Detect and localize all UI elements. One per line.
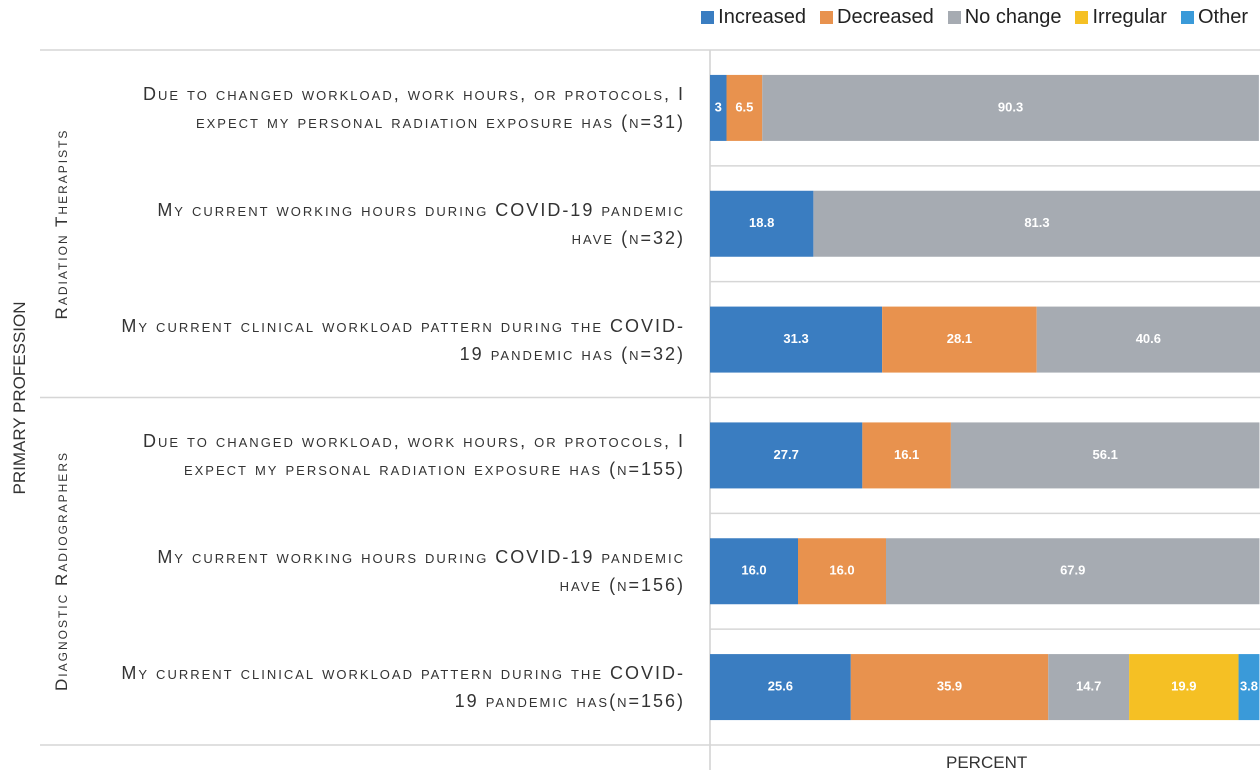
y-tick-label: My current working hours during COVID-19… bbox=[157, 199, 685, 248]
bar-segment bbox=[710, 74, 727, 141]
data-label: 16.0 bbox=[741, 563, 766, 578]
bar-segment bbox=[886, 538, 1260, 605]
y-axis-label: PRIMARY PROFESSION bbox=[10, 301, 29, 495]
data-label: 56.1 bbox=[1093, 447, 1118, 462]
y-tick-label: My current clinical workload pattern dur… bbox=[121, 315, 685, 364]
legend-label: No change bbox=[964, 6, 1062, 28]
bar-segment bbox=[1048, 654, 1130, 721]
bar-segment bbox=[1036, 306, 1260, 373]
bar-segment bbox=[1129, 654, 1239, 721]
legend-item: Decreased bbox=[820, 6, 934, 29]
legend-item: Increased bbox=[701, 6, 806, 29]
data-label: 16.0 bbox=[829, 563, 854, 578]
data-label: 3.8 bbox=[1240, 679, 1258, 694]
data-label: 31.3 bbox=[783, 331, 808, 346]
bar-segment bbox=[710, 422, 863, 489]
y-tick-label: Due to changed workload, work hours, or … bbox=[142, 83, 685, 132]
legend-label: Decreased bbox=[837, 6, 934, 28]
legend-label: Irregular bbox=[1092, 6, 1167, 28]
legend-item: Other bbox=[1180, 6, 1248, 29]
data-label: 6.5 bbox=[735, 99, 753, 114]
data-label: 19.9 bbox=[1171, 679, 1196, 694]
y-tick-label: Due to changed workload, work hours, or … bbox=[142, 431, 685, 480]
bar-segment bbox=[710, 654, 851, 721]
data-label: 67.9 bbox=[1060, 563, 1085, 578]
legend-swatch bbox=[1180, 11, 1194, 24]
data-label: 3 bbox=[715, 99, 722, 114]
group-label: Radiation Therapists bbox=[52, 128, 71, 320]
bar-segment bbox=[882, 306, 1037, 373]
bar-segment bbox=[726, 74, 763, 141]
legend-swatch bbox=[1075, 11, 1089, 24]
bar-segment bbox=[950, 422, 1260, 489]
bar-segment bbox=[1238, 654, 1260, 721]
bar-segment bbox=[862, 422, 951, 489]
legend-label: Other bbox=[1197, 6, 1248, 28]
legend-label: Increased bbox=[718, 6, 807, 28]
data-label: 25.6 bbox=[768, 679, 793, 694]
data-label: 40.6 bbox=[1136, 331, 1161, 346]
data-label: 18.8 bbox=[749, 215, 774, 230]
group-label: Diagnostic Radiographers bbox=[52, 451, 71, 692]
data-label: 81.3 bbox=[1024, 215, 1049, 230]
bar-segment bbox=[798, 538, 886, 605]
legend-swatch bbox=[820, 11, 834, 24]
data-label: 27.7 bbox=[774, 447, 799, 462]
bar-segment bbox=[710, 538, 798, 605]
bar-segment bbox=[710, 190, 814, 257]
legend: Increased Decreased No change Irregular Othe… bbox=[701, 6, 1248, 29]
y-tick-label: My current working hours during COVID-19… bbox=[157, 547, 685, 596]
data-label: 16.1 bbox=[894, 447, 919, 462]
bar-segment bbox=[850, 654, 1049, 721]
x-axis-label: PERCENT bbox=[946, 753, 1028, 772]
data-label: 90.3 bbox=[998, 99, 1023, 114]
legend-swatch bbox=[947, 11, 961, 24]
data-label: 35.9 bbox=[937, 679, 962, 694]
legend-item: No change bbox=[947, 6, 1062, 29]
bar-segment bbox=[762, 74, 1259, 141]
y-tick-label: My current clinical workload pattern dur… bbox=[121, 663, 685, 712]
data-label: 14.7 bbox=[1076, 679, 1101, 694]
bar-segment bbox=[813, 190, 1260, 257]
legend-item: Irregular bbox=[1075, 6, 1167, 29]
legend-swatch bbox=[701, 11, 715, 24]
bar-segment bbox=[710, 306, 883, 373]
data-label: 28.1 bbox=[947, 331, 972, 346]
